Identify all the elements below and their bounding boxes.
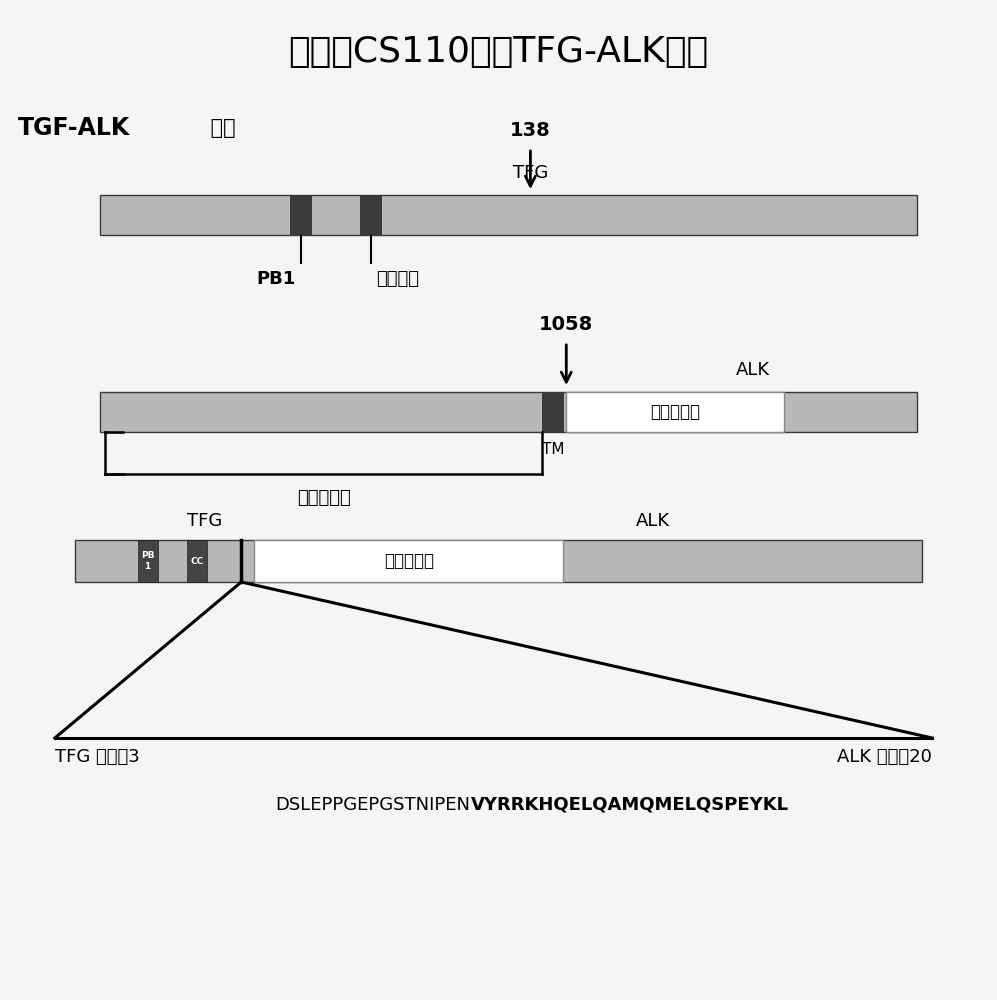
Bar: [100, 195, 917, 235]
Text: VYRRKHQELQAMQMELQSPEYKL: VYRRKHQELQAMQMELQSPEYKL: [471, 796, 789, 814]
Bar: [566, 392, 784, 432]
Text: 卷曲螺旋: 卷曲螺旋: [376, 270, 419, 288]
Bar: [100, 392, 917, 432]
Bar: [75, 540, 922, 582]
Bar: [542, 392, 564, 432]
Bar: [138, 540, 158, 582]
Text: 1058: 1058: [539, 315, 593, 334]
Text: TM: TM: [542, 442, 564, 457]
Text: ALK 外显子20: ALK 外显子20: [837, 748, 932, 766]
Bar: [290, 195, 312, 235]
Text: PB
1: PB 1: [141, 551, 155, 571]
Text: TFG: TFG: [512, 164, 548, 182]
Text: PB1: PB1: [257, 270, 296, 288]
Text: 激酶结构域: 激酶结构域: [650, 403, 700, 421]
Text: ALK: ALK: [736, 361, 770, 379]
Bar: [254, 540, 563, 582]
Text: 在患者CS110中的TFG-ALK融合: 在患者CS110中的TFG-ALK融合: [288, 35, 709, 69]
Text: TGF-ALK: TGF-ALK: [18, 116, 131, 140]
Text: 胞外结构域: 胞外结构域: [297, 489, 350, 507]
Text: CC: CC: [190, 556, 204, 566]
Bar: [360, 195, 382, 235]
Text: DSLEPPGEPGSTNIPEN: DSLEPPGEPGSTNIPEN: [275, 796, 471, 814]
Text: 激酶结构域: 激酶结构域: [384, 552, 434, 570]
Text: TFG 外显子3: TFG 外显子3: [55, 748, 140, 766]
Text: ALK: ALK: [636, 512, 670, 530]
Text: 融合: 融合: [204, 118, 236, 138]
Text: TFG: TFG: [186, 512, 222, 530]
Bar: [187, 540, 207, 582]
Text: 138: 138: [510, 121, 550, 140]
